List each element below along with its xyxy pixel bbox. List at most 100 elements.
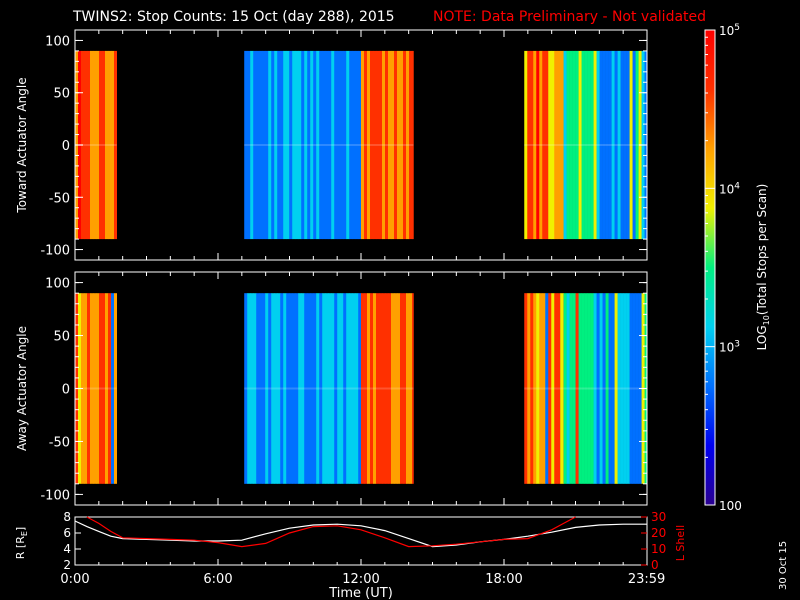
heat-column (569, 293, 573, 484)
y-axis-label: Toward Actuator Angle (15, 77, 29, 213)
away-heatmap-panel: 100 50 0 -50 -100 Away Actuator Angle (15, 271, 648, 506)
heat-column (358, 293, 362, 484)
heat-column (325, 50, 329, 240)
heat-column (262, 293, 266, 484)
y-tick-label: -100 (40, 488, 70, 503)
toward-heatmap-panel: 100 50 0 -50 -100 Toward Actuator Angle (15, 29, 648, 261)
heat-column (328, 50, 332, 240)
heat-column (391, 50, 395, 240)
heat-column (313, 293, 317, 484)
orbit-left-tick-label: 4 (63, 542, 71, 556)
orbit-right-tick-label: 20 (651, 526, 666, 540)
y-tick-label: -50 (49, 191, 70, 206)
heat-column (563, 50, 567, 240)
heat-column (524, 50, 528, 240)
heat-column (578, 293, 582, 484)
heat-column (268, 50, 272, 240)
heat-column (280, 50, 284, 240)
heat-column (304, 293, 308, 484)
heat-column (403, 293, 407, 484)
heat-column (352, 50, 356, 240)
heat-column (265, 50, 269, 240)
heat-column (587, 293, 591, 484)
heat-column (388, 293, 392, 484)
heat-column (406, 293, 410, 484)
orbit-right-tick-label: 10 (651, 542, 666, 556)
orbit-left-tick-label: 8 (63, 510, 71, 524)
heat-column (105, 50, 109, 240)
heat-column (394, 50, 398, 240)
heat-column (253, 293, 257, 484)
preliminary-note: NOTE: Data Preliminary - Not validated (433, 9, 706, 25)
heat-column (605, 50, 609, 240)
heat-column (367, 50, 371, 240)
heat-column (292, 50, 296, 240)
heat-column (533, 50, 537, 240)
radius-line (74, 520, 647, 548)
y-tick-label: 50 (53, 87, 70, 102)
colorbar-tick-label: 100 (719, 499, 742, 513)
orbit-right-tick-label: 30 (651, 510, 666, 524)
heat-column (247, 293, 251, 484)
heat-column (590, 293, 594, 484)
heat-column (563, 50, 564, 240)
heat-column (343, 293, 347, 484)
heat-column (599, 293, 603, 484)
heat-column (307, 293, 311, 484)
heat-column (620, 293, 624, 484)
heat-column (295, 50, 299, 240)
heat-column (596, 50, 600, 240)
heat-column (286, 293, 290, 484)
heat-column (406, 50, 410, 240)
colorbar-tick-label: 105 (719, 23, 740, 38)
heat-column (403, 50, 407, 240)
heat-column (545, 50, 549, 240)
heat-column (575, 50, 579, 240)
heat-column (635, 293, 639, 484)
heat-column (322, 50, 326, 240)
heat-column (557, 293, 561, 484)
heat-column (319, 50, 323, 240)
heat-column (632, 293, 636, 484)
heat-column (340, 50, 344, 240)
heat-column (108, 50, 112, 240)
data-block (361, 50, 414, 240)
heat-column (301, 50, 305, 240)
heat-column (560, 293, 564, 484)
data-block (75, 293, 118, 484)
heat-column (379, 50, 383, 240)
heat-column (545, 293, 549, 484)
heat-column (611, 293, 615, 484)
heat-column (87, 293, 91, 484)
data-block (563, 293, 648, 484)
x-tick-label: 6:00 (203, 572, 232, 587)
heat-column (560, 50, 564, 240)
heat-column (346, 293, 350, 484)
heat-column (373, 293, 377, 484)
heat-column (626, 50, 630, 240)
heat-column (397, 293, 401, 484)
heat-column (93, 50, 97, 240)
heat-column (539, 293, 543, 484)
heat-column (313, 50, 317, 240)
heat-column (569, 50, 573, 240)
heat-column (259, 50, 263, 240)
heat-column (563, 293, 564, 484)
data-block (524, 293, 564, 484)
radius-axis-label: R [RE] (14, 527, 29, 559)
heat-column (527, 293, 531, 484)
heat-column (340, 293, 344, 484)
heat-column (587, 50, 591, 240)
heat-column (623, 50, 627, 240)
data-block (524, 50, 564, 240)
heat-column (536, 293, 540, 484)
heat-column (355, 293, 359, 484)
heat-column (99, 293, 103, 484)
heat-column (373, 50, 377, 240)
heat-column (566, 50, 570, 240)
heat-column (114, 293, 118, 484)
heat-column (614, 50, 618, 240)
heat-column (337, 50, 341, 240)
heat-column (608, 293, 612, 484)
heat-column (298, 50, 302, 240)
